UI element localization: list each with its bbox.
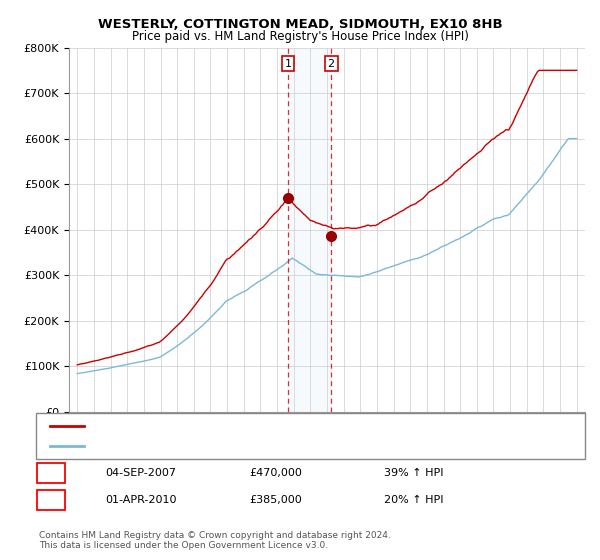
Text: £385,000: £385,000 [249,495,302,505]
Text: WESTERLY, COTTINGTON MEAD, SIDMOUTH, EX10 8HB: WESTERLY, COTTINGTON MEAD, SIDMOUTH, EX1… [98,18,502,31]
Text: 2: 2 [328,59,335,68]
Bar [288,48,331,412]
Text: 1: 1 [47,468,55,478]
Text: 20% ↑ HPI: 20% ↑ HPI [384,495,443,505]
Text: 2: 2 [47,495,55,505]
Text: 1: 1 [285,59,292,68]
Text: 01-APR-2010: 01-APR-2010 [105,495,176,505]
Text: HPI: Average price, detached house, East Devon: HPI: Average price, detached house, East… [90,441,342,451]
Text: Contains HM Land Registry data © Crown copyright and database right 2024.
This d: Contains HM Land Registry data © Crown c… [39,530,391,550]
Text: 04-SEP-2007: 04-SEP-2007 [105,468,176,478]
Text: Price paid vs. HM Land Registry's House Price Index (HPI): Price paid vs. HM Land Registry's House … [131,30,469,43]
Text: 39% ↑ HPI: 39% ↑ HPI [384,468,443,478]
Text: £470,000: £470,000 [249,468,302,478]
Text: WESTERLY, COTTINGTON MEAD, SIDMOUTH, EX10 8HB (detached house): WESTERLY, COTTINGTON MEAD, SIDMOUTH, EX1… [90,421,469,431]
